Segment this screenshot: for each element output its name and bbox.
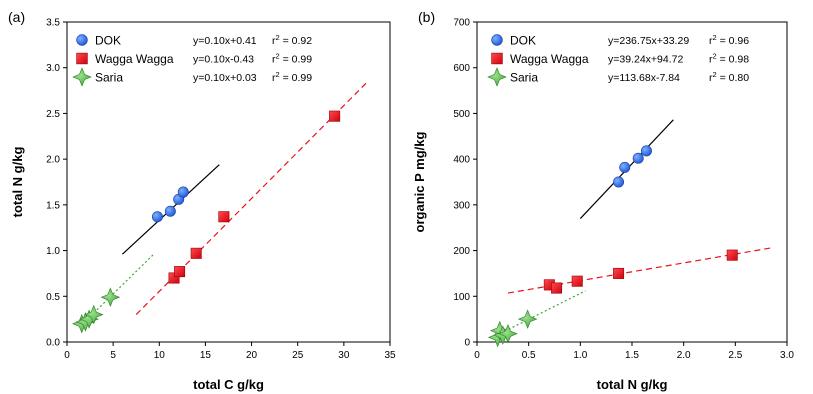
fit-equation: y=0.10x-0.43 xyxy=(193,54,254,66)
x-axis-title: total C g/kg xyxy=(193,377,264,392)
fit-equation: y=113.68x-7.84 xyxy=(608,72,680,84)
r-squared-value: 0.99 xyxy=(292,54,313,66)
fit-line-saria xyxy=(80,252,156,326)
data-point-dok xyxy=(613,176,625,188)
legend-marker xyxy=(76,52,88,65)
panel-a: (a) 0 5 10 15 20 25 30 35 0.0 0.5 1.0 1.5 2.0 2.5 3.0 3.… xyxy=(8,9,396,392)
data-point-wagga-wagga xyxy=(613,267,625,279)
legend-label: DOK xyxy=(95,34,121,48)
data-point-dok xyxy=(151,211,163,223)
data-point-wagga-wagga xyxy=(174,266,186,278)
fit-equation: y=0.10x+0.03 xyxy=(193,72,257,84)
x-tick-label: 20 xyxy=(246,350,258,361)
data-point-dok xyxy=(177,186,189,198)
y-tick-label: 700 xyxy=(453,18,470,29)
y-tick-label: 400 xyxy=(453,155,470,166)
x-tick-label: 30 xyxy=(338,350,350,361)
data-point-wagga-wagga xyxy=(551,282,563,294)
y-tick-label: 200 xyxy=(453,246,470,257)
r-squared-value: 0.96 xyxy=(729,35,750,47)
legend-marker xyxy=(487,67,507,87)
legend-label: Saria xyxy=(510,71,538,85)
data-point-wagga-wagga xyxy=(190,247,202,259)
panel-b: (b) 0 0.5 1.0 1.5 2.0 2.5 3.0 0 100 200 300 400 500 60… xyxy=(412,9,794,392)
data-point-saria xyxy=(489,320,510,341)
data-point-dok xyxy=(640,145,652,157)
legend-label: Wagga Wagga xyxy=(95,52,174,66)
y-tick-label: 3.0 xyxy=(46,63,60,74)
fit-equation: y=0.10x+0.41 xyxy=(193,35,257,47)
r-squared: r2 = 0.98 xyxy=(709,52,749,66)
y-tick-label: 1.0 xyxy=(46,246,60,257)
data-point-wagga-wagga xyxy=(571,275,583,287)
legend-marker xyxy=(491,34,503,46)
r-squared-value: 0.80 xyxy=(729,72,750,84)
r-squared-value: 0.99 xyxy=(292,72,313,84)
panel-label: (a) xyxy=(8,9,25,25)
x-tick-label: 25 xyxy=(292,350,304,361)
x-tick-label: 2.0 xyxy=(677,350,691,361)
data-point-dok xyxy=(619,161,631,173)
panel-label: (b) xyxy=(418,9,435,25)
legend-marker xyxy=(72,67,92,87)
legend-marker xyxy=(76,34,88,46)
legend-marker xyxy=(491,52,503,65)
y-tick-label: 3.5 xyxy=(46,18,60,29)
x-axis-title: total N g/kg xyxy=(597,377,668,392)
fit-equation: y=39.24x+94.72 xyxy=(608,54,683,66)
y-tick-label: 300 xyxy=(453,200,470,211)
x-tick-label: 0 xyxy=(64,350,70,361)
x-tick-label: 0.5 xyxy=(522,350,536,361)
r-squared: r2 = 0.96 xyxy=(709,33,749,47)
y-tick-label: 100 xyxy=(453,292,470,303)
data-point-saria xyxy=(498,323,518,344)
r-squared: r2 = 0.99 xyxy=(272,70,312,84)
x-tick-label: 1.0 xyxy=(573,350,587,361)
x-tick-label: 15 xyxy=(200,350,212,361)
y-axis-title: total N g/kg xyxy=(10,147,25,218)
y-axis-title: organic P mg/kg xyxy=(412,131,427,232)
x-tick-label: 10 xyxy=(154,350,166,361)
data-point-wagga-wagga xyxy=(329,110,341,122)
x-tick-label: 0 xyxy=(474,350,480,361)
data-point-wagga-wagga xyxy=(218,211,230,223)
y-tick-label: 0 xyxy=(464,338,470,349)
r-squared-value: 0.92 xyxy=(292,35,313,47)
data-point-wagga-wagga xyxy=(726,249,738,261)
x-tick-label: 2.5 xyxy=(728,350,742,361)
legend-label: DOK xyxy=(510,34,536,48)
y-tick-label: 1.5 xyxy=(46,200,60,211)
r-squared: r2 = 0.99 xyxy=(272,52,312,66)
plot-frame xyxy=(66,21,391,343)
fit-line-saria xyxy=(492,290,586,338)
legend-label: Wagga Wagga xyxy=(510,52,589,66)
data-point-saria xyxy=(83,304,104,325)
r-squared: r2 = 0.80 xyxy=(709,70,749,84)
y-tick-label: 500 xyxy=(453,109,470,120)
y-tick-label: 600 xyxy=(453,63,470,74)
y-tick-label: 0.0 xyxy=(46,338,60,349)
data-point-dok xyxy=(632,152,644,164)
data-point-wagga-wagga xyxy=(168,272,180,284)
x-tick-label: 3.0 xyxy=(780,350,794,361)
x-tick-label: 1.5 xyxy=(625,350,639,361)
data-point-saria xyxy=(100,287,121,307)
y-tick-label: 2.0 xyxy=(46,155,60,166)
fit-equation: y=236.75x+33.29 xyxy=(608,35,689,47)
data-point-saria xyxy=(517,309,538,329)
y-tick-label: 2.5 xyxy=(46,109,60,120)
data-point-dok xyxy=(164,205,176,217)
x-tick-label: 35 xyxy=(384,350,396,361)
x-tick-label: 5 xyxy=(110,350,116,361)
y-tick-label: 0.5 xyxy=(46,292,60,303)
legend-label: Saria xyxy=(95,71,123,85)
r-squared-value: 0.98 xyxy=(729,54,750,66)
r-squared: r2 = 0.92 xyxy=(272,33,312,47)
